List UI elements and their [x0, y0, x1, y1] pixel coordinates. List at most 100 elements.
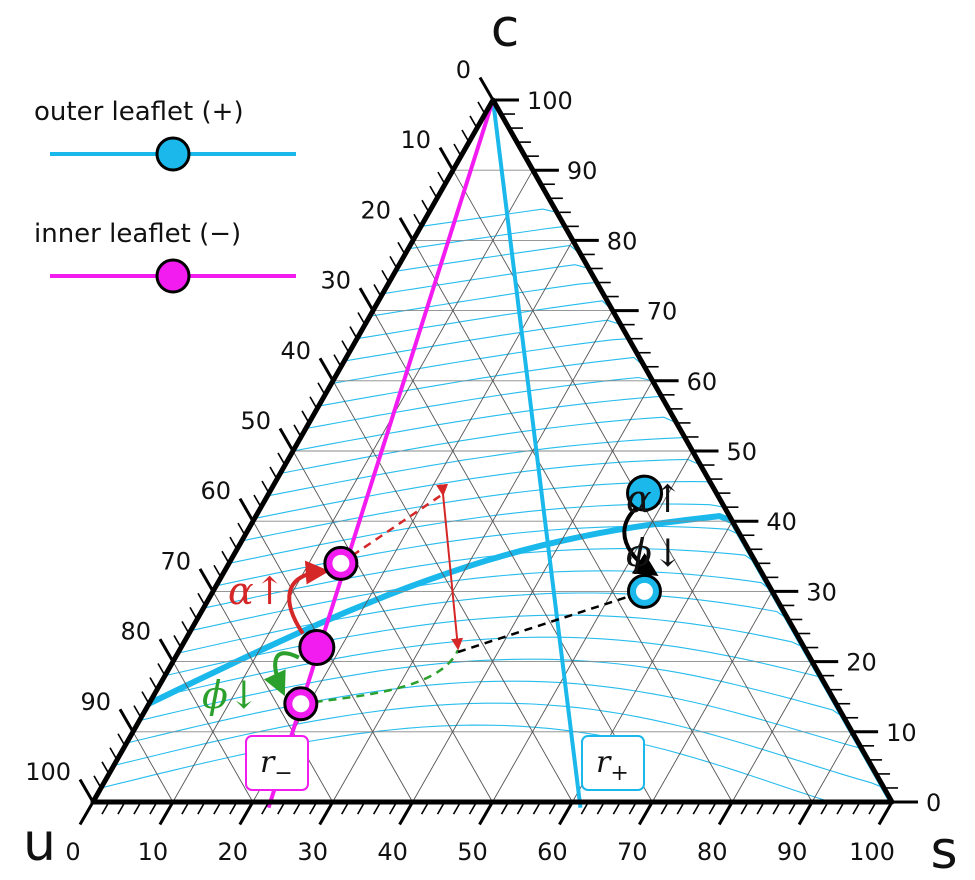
tick-label-s: 50 [457, 838, 488, 866]
data-points [283, 474, 664, 722]
s-axis-tick [309, 801, 318, 815]
red-curved-arrow [287, 560, 330, 635]
u-axis-tick [341, 340, 350, 354]
u-axis-tick [118, 708, 135, 733]
u-axis-tick [293, 424, 302, 438]
s-axis-tick [398, 801, 414, 826]
s-axis-tick [596, 801, 606, 815]
u-axis-tick [141, 691, 150, 705]
contour-line [356, 300, 892, 802]
tick-label-c: 0 [926, 789, 941, 817]
s-axis-tick [772, 801, 781, 815]
contour-line [344, 319, 892, 802]
s-axis-tick [436, 801, 446, 815]
u-axis-tick [213, 564, 222, 578]
tick-label-s: 70 [617, 838, 648, 866]
s-axis-tick [117, 801, 126, 815]
tick-label-s: 90 [777, 838, 808, 866]
s-axis-tick [612, 801, 622, 815]
tick-label-u: 100 [25, 758, 71, 786]
gridline-s [172, 169, 534, 803]
s-axis-tick [293, 801, 302, 815]
grid-layer [132, 169, 853, 803]
s-axis-tick [797, 801, 814, 826]
s-axis-tick [158, 801, 175, 826]
green-curved-arrow [263, 651, 300, 697]
s-axis-tick [852, 801, 861, 815]
r-minus-box [245, 735, 309, 791]
legend-marker-0 [155, 136, 191, 172]
corner-label-top: c [491, 0, 520, 59]
text-layer: 0 10 20 30 40 50 60 70 80 90 100100908070605040302… [23, 0, 958, 880]
u-axis-tick [78, 778, 95, 803]
s-axis-tick [628, 801, 638, 815]
tick-label-s: 40 [377, 838, 408, 866]
u-axis-tick [398, 217, 415, 242]
gridline-u [252, 520, 413, 803]
s-axis-tick [388, 801, 398, 815]
s-axis-tick [229, 801, 238, 815]
tick-label-s: 80 [697, 838, 728, 866]
point-hole [292, 695, 310, 713]
annotation-phi-outer: ϕ↓ [626, 531, 684, 575]
tick-label-c: 70 [647, 298, 678, 326]
s-axis-tick [676, 801, 685, 815]
tick-label-s: 100 [849, 838, 895, 866]
legend-label-0: outer leaflet (+) [34, 97, 244, 127]
u-axis-tick [278, 427, 295, 452]
s-axis-tick [580, 801, 590, 815]
point-hole [332, 554, 350, 572]
tick-label-u: 90 [80, 688, 111, 716]
s-axis-tick [717, 801, 734, 826]
s-axis-tick [78, 801, 95, 826]
u-axis-tick [421, 199, 430, 213]
tick-label-u: 30 [320, 267, 351, 295]
tick-label-u: 20 [360, 196, 391, 224]
u-axis-tick [333, 354, 342, 368]
gridline-s [811, 731, 853, 803]
u-axis-tick [181, 620, 190, 634]
tick-label-u: 40 [280, 337, 311, 365]
tick-label-u: 50 [240, 407, 271, 435]
gridline-s [332, 310, 614, 803]
subscript: + [610, 761, 628, 786]
tick-label-c: 30 [806, 578, 837, 606]
gridline-u [132, 731, 174, 803]
gridline-u [172, 661, 254, 803]
s-axis-tick [197, 801, 206, 815]
gridline-u [372, 310, 653, 803]
s-axis-tick [820, 801, 829, 815]
s-axis-tick [638, 801, 654, 826]
s-axis-tick [213, 801, 222, 815]
u-axis-tick [109, 747, 118, 761]
s-axis-tick [420, 801, 430, 815]
s-axis-tick [692, 801, 701, 815]
inner-point-filled [298, 629, 336, 667]
tick-label-u: 0 [456, 56, 471, 84]
s-axis-tick [238, 801, 255, 826]
s-axis-tick [181, 801, 190, 815]
u-axis-tick [301, 410, 310, 424]
tick-label-c: 10 [886, 719, 917, 747]
s-axis-tick [756, 801, 765, 815]
tick-label-c: 50 [727, 438, 758, 466]
s-axis-tick [478, 801, 494, 826]
gridline-u [412, 240, 733, 803]
green-dashed-path [300, 649, 460, 705]
r-plus-box [581, 735, 645, 791]
outer-point-filled [626, 474, 664, 512]
annotation-alpha-inner: α↑ [228, 569, 286, 613]
u-axis-tick [149, 677, 158, 691]
u-axis-tick [349, 326, 358, 340]
s-axis-tick [149, 801, 158, 815]
legend-marker-1 [155, 258, 191, 294]
u-axis-tick [261, 480, 270, 494]
gridline-u [292, 450, 493, 803]
u-axis-tick [309, 396, 318, 410]
s-axis-tick [532, 801, 542, 815]
u-axis-tick [93, 775, 102, 789]
s-axis-tick [836, 801, 845, 815]
gridline-u [212, 591, 334, 803]
u-axis-tick [438, 146, 455, 171]
u-axis-tick [358, 287, 375, 312]
